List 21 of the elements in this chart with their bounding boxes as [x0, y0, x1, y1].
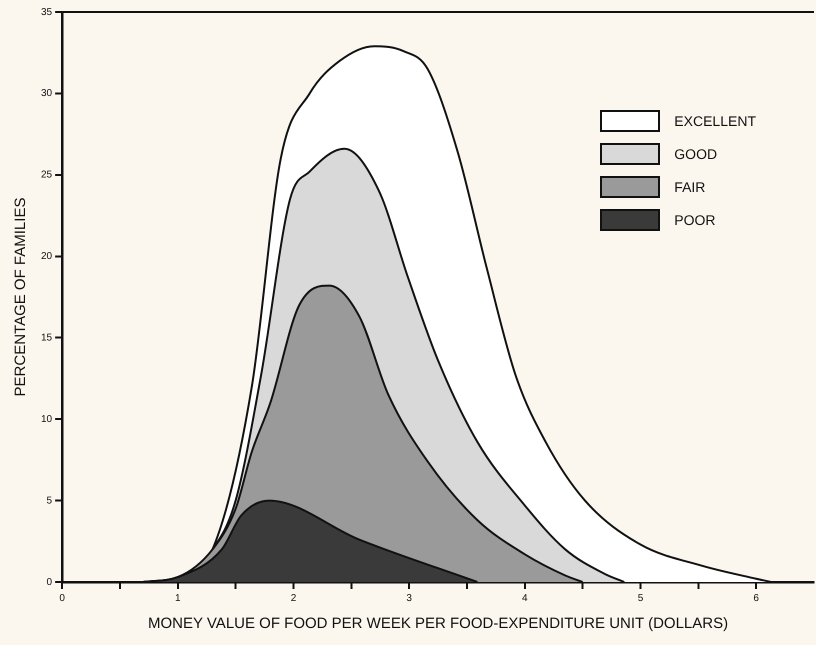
y-tick-label: 0: [46, 576, 53, 588]
x-tick-label: 1: [175, 592, 182, 604]
y-tick-label: 35: [41, 6, 53, 18]
x-tick-label: 5: [638, 592, 644, 604]
x-tick-label: 2: [290, 592, 297, 604]
legend-label: FAIR: [674, 179, 706, 195]
x-tick-label: 3: [406, 592, 412, 604]
x-axis-title: MONEY VALUE OF FOOD PER WEEK PER FOOD-EXPENDITURE UNIT (DOLLARS): [148, 615, 728, 632]
y-tick-label: 10: [41, 414, 53, 425]
y-tick-label: 25: [41, 170, 53, 181]
x-tick-label: 6: [753, 592, 760, 604]
legend-label: GOOD: [674, 146, 718, 162]
x-tick-label: 4: [522, 592, 528, 604]
legend-label: POOR: [674, 212, 716, 228]
y-tick-label: 20: [41, 251, 53, 262]
y-tick-label: 30: [41, 88, 53, 100]
x-tick-label: 0: [59, 592, 66, 604]
y-tick-label: 5: [46, 495, 53, 506]
legend-label: EXCELLENT: [674, 113, 756, 129]
y-tick-label: 15: [41, 332, 53, 344]
y-axis-title: PERCENTAGE OF FAMILIES: [12, 198, 30, 396]
